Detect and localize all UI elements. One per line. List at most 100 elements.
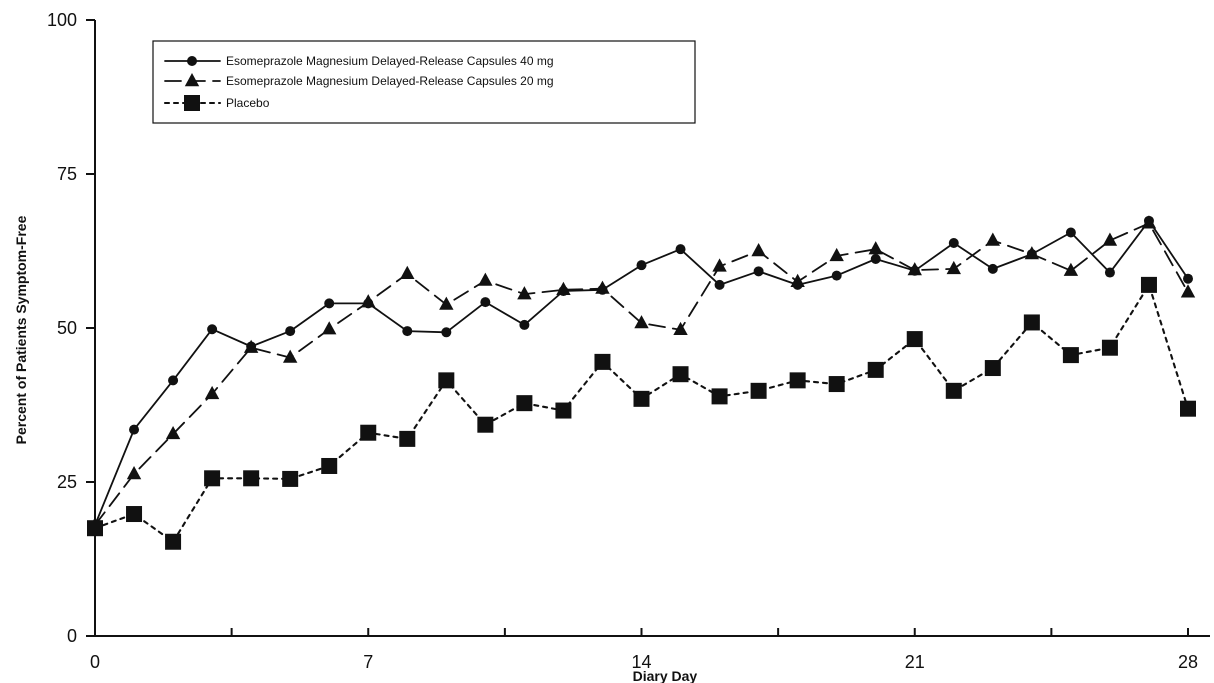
series-1-point-18 xyxy=(790,273,805,287)
series-0-point-15 xyxy=(675,244,686,255)
series-0-point-14 xyxy=(636,260,647,271)
series-0-point-1 xyxy=(129,424,140,435)
series-2-point-27 xyxy=(1140,276,1157,293)
y-axis-title: Percent of Patients Symptom-Free xyxy=(13,215,29,444)
y-tick-label-75: 75 xyxy=(57,164,77,184)
series-0-point-8 xyxy=(402,326,413,337)
series-0-point-5 xyxy=(285,326,296,337)
series-1-point-11 xyxy=(517,286,532,300)
series-0-point-3 xyxy=(207,324,218,335)
series-2-point-1 xyxy=(126,506,143,523)
series-1-point-6 xyxy=(322,321,337,335)
legend-label-2: Placebo xyxy=(226,96,270,110)
y-tick-label-0: 0 xyxy=(67,626,77,646)
series-1-point-27 xyxy=(1141,215,1157,229)
series-2-point-20 xyxy=(867,361,884,378)
series-2-point-21 xyxy=(906,331,923,348)
series-1-point-21 xyxy=(907,262,922,276)
series-1-point-16 xyxy=(712,258,727,272)
y-tick-label-100: 100 xyxy=(47,10,77,30)
series-2-point-13 xyxy=(594,353,611,370)
legend-marker-2 xyxy=(184,95,200,111)
series-2-point-4 xyxy=(243,470,260,487)
series-0-point-6 xyxy=(324,298,335,309)
series-0-point-22 xyxy=(948,237,959,248)
series-1-point-22 xyxy=(946,260,961,275)
series-2-point-12 xyxy=(555,402,572,419)
x-tick-label-0: 0 xyxy=(90,652,100,672)
series-0-point-16 xyxy=(714,279,725,290)
series-1-point-1 xyxy=(126,465,142,480)
series-0-point-2 xyxy=(168,375,179,386)
series-2-point-7 xyxy=(360,424,377,441)
legend: Esomeprazole Magnesium Delayed-Release C… xyxy=(152,40,696,124)
y-tick-label-25: 25 xyxy=(57,472,77,492)
legend-marker-1 xyxy=(184,73,200,87)
series-2-point-9 xyxy=(438,372,455,389)
series-1-point-26 xyxy=(1102,232,1118,246)
series-2-point-16 xyxy=(711,388,728,405)
y-tick-label-50: 50 xyxy=(57,318,77,338)
series-2-point-14 xyxy=(633,390,650,407)
series-1-point-9 xyxy=(439,296,454,310)
series-1-point-23 xyxy=(985,232,1001,246)
series-0-point-20 xyxy=(870,254,881,265)
x-tick-label-7: 7 xyxy=(363,652,373,672)
series-2-point-0 xyxy=(87,520,103,537)
series-1-point-25 xyxy=(1063,262,1079,276)
x-tick-label-14: 14 xyxy=(631,652,651,672)
series-0-point-11 xyxy=(519,319,530,330)
series-0-point-19 xyxy=(831,270,842,281)
series-1 xyxy=(87,215,1196,531)
series-1-point-5 xyxy=(282,349,298,363)
legend-label-0: Esomeprazole Magnesium Delayed-Release C… xyxy=(226,54,554,68)
x-axis-title: Diary Day xyxy=(633,668,698,683)
legend-label-1: Esomeprazole Magnesium Delayed-Release C… xyxy=(226,74,554,88)
series-2-point-26 xyxy=(1101,339,1118,356)
series-1-point-28 xyxy=(1180,284,1196,298)
series-1-point-10 xyxy=(478,272,493,286)
series-1-point-13 xyxy=(595,280,610,294)
series-1-point-12 xyxy=(556,281,571,296)
series-2 xyxy=(87,276,1196,550)
series-2-point-10 xyxy=(477,416,494,433)
series-0-point-17 xyxy=(753,266,764,277)
series-2-point-8 xyxy=(399,430,416,447)
series-0-point-25 xyxy=(1065,227,1076,238)
series-1-point-2 xyxy=(165,425,181,440)
series-2-point-15 xyxy=(672,366,689,383)
series-1-point-3 xyxy=(204,385,220,400)
series-0-point-9 xyxy=(441,327,452,338)
legend-marker-0 xyxy=(187,56,197,66)
series-2-point-22 xyxy=(945,382,962,399)
series-1-point-8 xyxy=(400,265,415,279)
legend-box xyxy=(152,40,696,124)
x-tick-label-28: 28 xyxy=(1178,652,1198,672)
series-1-point-20 xyxy=(868,241,883,255)
series-2-point-25 xyxy=(1062,347,1079,364)
series-2-point-11 xyxy=(516,395,533,412)
x-tick-label-21: 21 xyxy=(905,652,925,672)
series-layer xyxy=(87,215,1196,550)
series-0-point-28 xyxy=(1183,273,1193,284)
series-2-point-2 xyxy=(165,533,182,550)
series-0-point-26 xyxy=(1104,267,1115,278)
series-1-point-14 xyxy=(634,315,649,329)
series-2-point-18 xyxy=(789,372,806,389)
series-2-point-23 xyxy=(984,360,1001,377)
series-1-point-24 xyxy=(1024,246,1040,260)
series-1-point-4 xyxy=(243,339,259,353)
series-0-point-10 xyxy=(480,297,491,308)
series-1-point-19 xyxy=(829,247,844,262)
series-2-point-24 xyxy=(1023,314,1040,331)
ticks-layer: 0 25 50 75 100 0 7 14 21 28 xyxy=(47,10,1198,672)
series-2-point-6 xyxy=(321,457,338,474)
series-2-point-17 xyxy=(750,382,767,399)
series-0-point-23 xyxy=(987,263,998,274)
series-1-point-17 xyxy=(751,243,766,257)
series-1-point-7 xyxy=(361,294,376,308)
series-2-point-3 xyxy=(204,470,221,487)
series-1-point-15 xyxy=(673,321,688,336)
